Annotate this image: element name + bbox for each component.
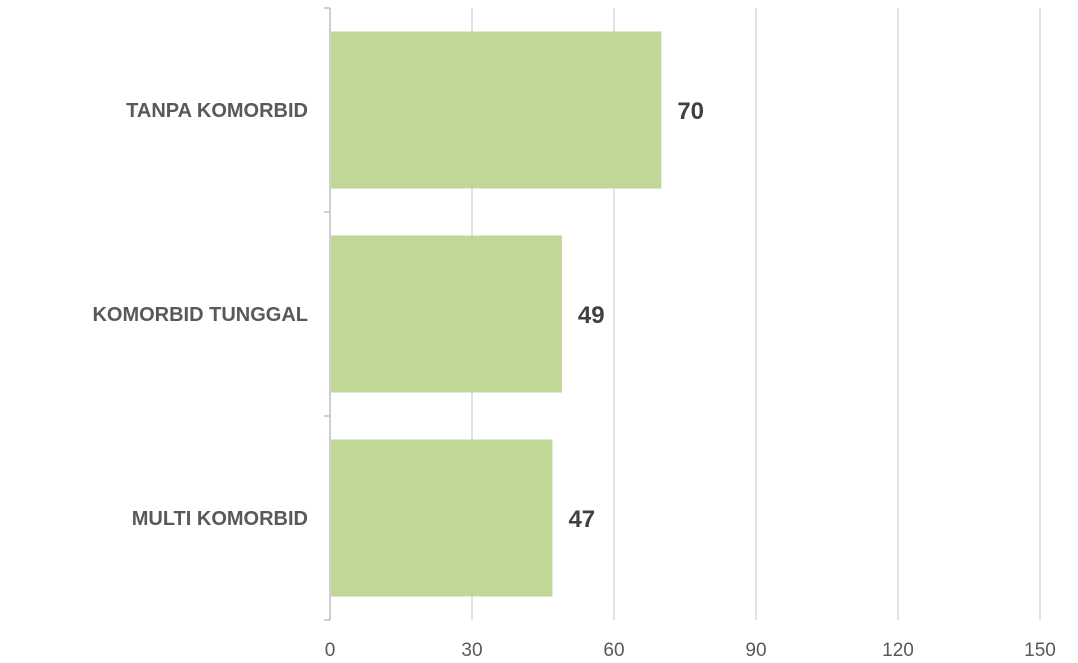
value-axis: 0 30 60 90 120 150: [324, 7, 1056, 661]
x-tick-label: 120: [882, 640, 914, 661]
x-tick-label: 60: [603, 640, 624, 661]
data-label: 47: [568, 506, 595, 533]
x-tick-label: 30: [461, 640, 482, 661]
category-label: TANPA KOMORBID: [126, 100, 308, 122]
bar: [331, 235, 562, 393]
x-tick-label: 0: [325, 640, 336, 661]
x-tick-label: 150: [1024, 640, 1056, 661]
data-label: 70: [677, 98, 704, 125]
bar: [331, 439, 553, 597]
bars: [331, 31, 662, 597]
x-tick-label: 90: [745, 640, 766, 661]
category-label: MULTI KOMORBID: [132, 508, 308, 530]
data-label: 49: [578, 302, 605, 329]
category-axis: TANPA KOMORBID KOMORBID TUNGGAL MULTI KOMO…: [92, 100, 308, 530]
category-label: KOMORBID TUNGGAL: [92, 304, 308, 326]
bar: [331, 31, 662, 189]
data-labels: 70 49 47: [568, 98, 704, 533]
